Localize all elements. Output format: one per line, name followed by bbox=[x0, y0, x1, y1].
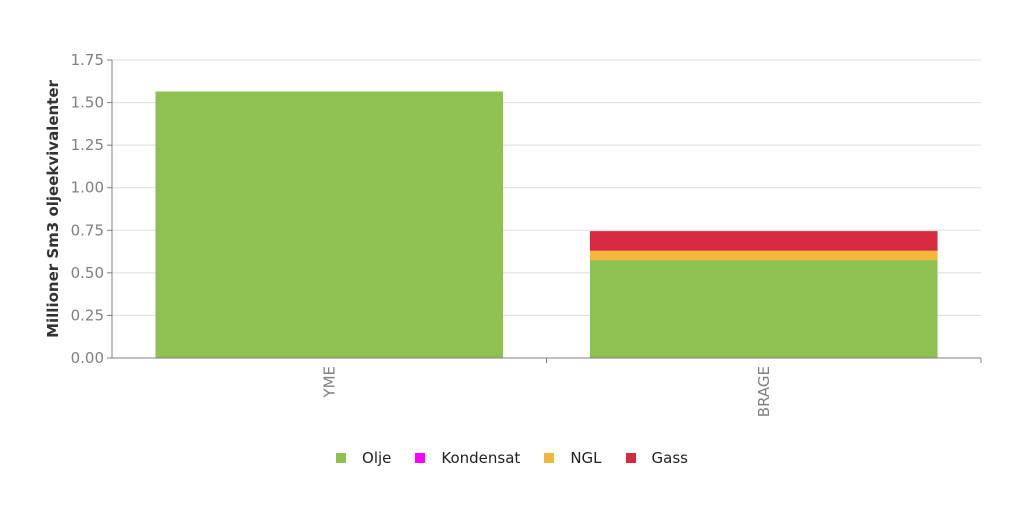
y-tick-label: 0.75 bbox=[71, 221, 104, 239]
bar-brage-ngl bbox=[589, 250, 938, 261]
legend-item-ngl[interactable]: NGL bbox=[544, 449, 602, 467]
legend-swatch bbox=[336, 453, 347, 463]
y-tick-label: 1.50 bbox=[71, 94, 104, 112]
legend-label: Olje bbox=[362, 449, 392, 467]
legend-label: NGL bbox=[570, 449, 602, 467]
legend-label: Gass bbox=[651, 449, 688, 467]
x-tick-label: YME bbox=[320, 366, 338, 399]
legend-swatch bbox=[625, 453, 636, 463]
bar-brage-gass bbox=[589, 231, 938, 251]
legend: Olje Kondensat NGL Gass bbox=[0, 446, 1024, 470]
bars bbox=[155, 91, 938, 358]
x-tick-labels: YME BRAGE bbox=[320, 366, 773, 417]
legend-item-kondensat[interactable]: Kondensat bbox=[415, 449, 520, 467]
bar-brage-olje bbox=[589, 260, 938, 358]
bar-yme-olje bbox=[155, 91, 504, 358]
y-tick-label: 0.50 bbox=[71, 264, 104, 282]
y-tick-label: 1.00 bbox=[71, 179, 104, 197]
legend-swatch bbox=[544, 453, 555, 463]
x-tick-label: BRAGE bbox=[755, 366, 773, 417]
legend-item-gass[interactable]: Gass bbox=[625, 449, 688, 467]
y-tick-label: 0.25 bbox=[71, 306, 104, 324]
y-tick-label: 1.75 bbox=[71, 51, 104, 69]
legend-label: Kondensat bbox=[441, 449, 521, 467]
y-axis-title: Millioner Sm3 oljeekvivalenter bbox=[44, 79, 62, 337]
y-tick-label: 1.25 bbox=[71, 136, 104, 154]
legend-item-olje[interactable]: Olje bbox=[336, 449, 391, 467]
axes bbox=[107, 59, 982, 363]
y-tick-labels: 0.00 0.25 0.50 0.75 1.00 1.25 1.50 1.75 bbox=[71, 51, 104, 367]
y-tick-label: 0.00 bbox=[71, 349, 104, 367]
legend-swatch bbox=[415, 453, 426, 463]
